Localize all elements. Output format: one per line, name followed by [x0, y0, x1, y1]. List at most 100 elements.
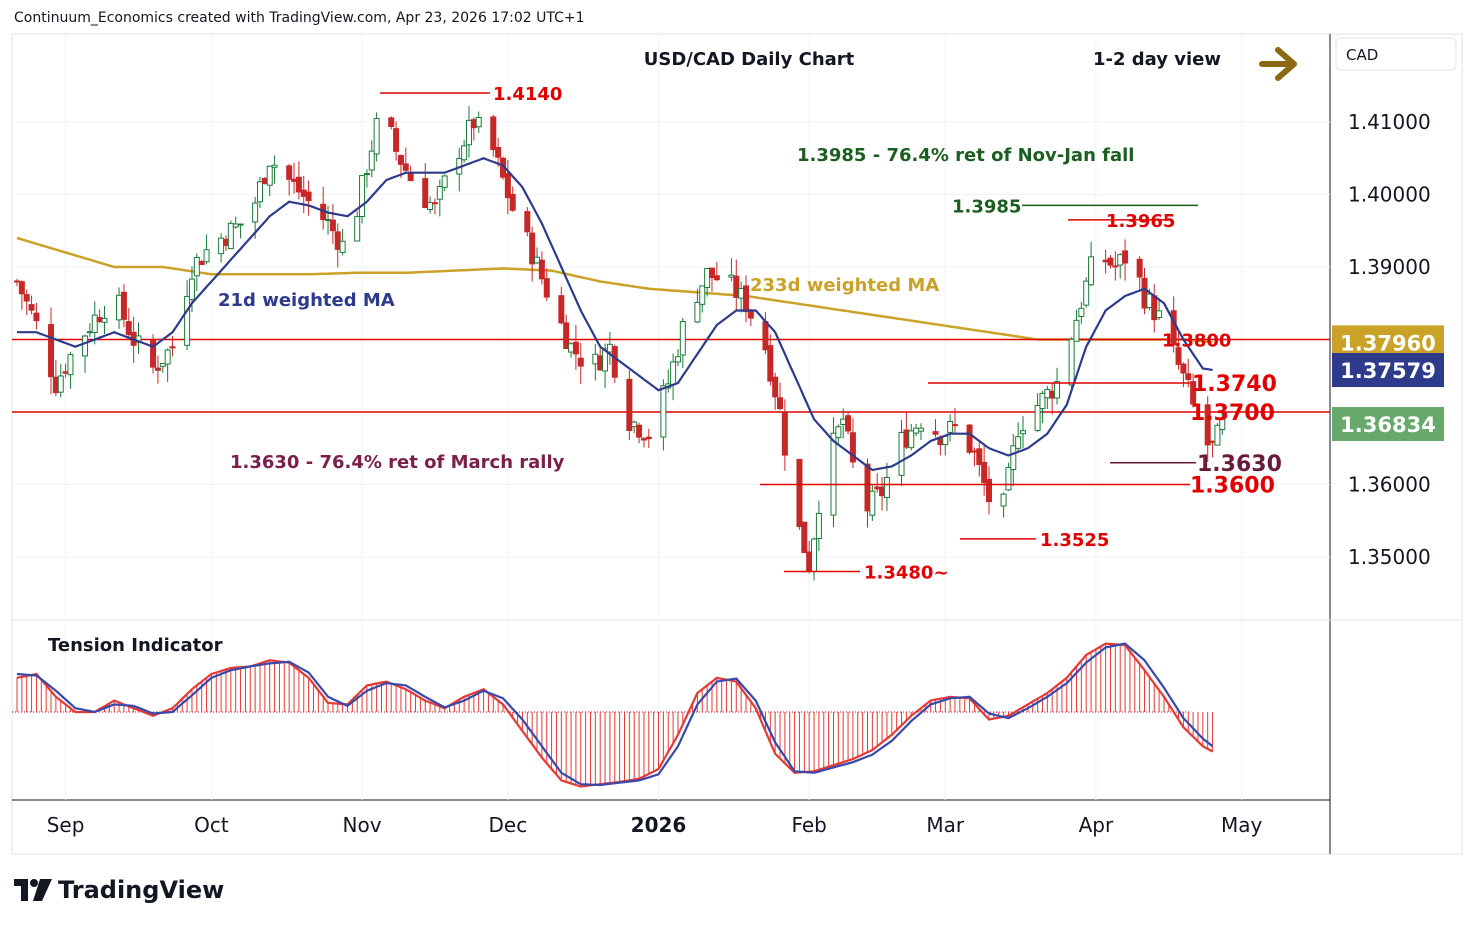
- candle-body: [840, 418, 847, 425]
- candle-body: [329, 219, 336, 232]
- candle-body: [1020, 430, 1027, 435]
- candle-body: [1190, 381, 1197, 405]
- candle-body: [271, 164, 278, 168]
- candle-body: [198, 261, 205, 266]
- candle-body: [325, 219, 332, 222]
- candle-body: [504, 173, 511, 199]
- candle-body: [708, 267, 715, 279]
- arrow-right-icon: [1259, 47, 1297, 81]
- candle-body: [772, 376, 779, 398]
- candle-body: [947, 420, 954, 433]
- candle-body: [801, 521, 808, 554]
- annotation-label: 1.3965: [1106, 211, 1175, 232]
- candle-body: [1034, 404, 1041, 431]
- candle-body: [184, 295, 191, 346]
- candle-body: [747, 309, 754, 319]
- tension-title: Tension Indicator: [48, 635, 223, 656]
- currency-box[interactable]: [1335, 37, 1457, 71]
- candle-body: [86, 331, 93, 334]
- candle-body: [908, 430, 915, 449]
- candle-body: [62, 371, 69, 374]
- candle-body: [1068, 338, 1075, 386]
- candle-body: [903, 429, 910, 448]
- candle-body: [879, 486, 886, 497]
- y-tick-label: 1.36000: [1348, 473, 1431, 497]
- x-tick-label: Oct: [194, 813, 229, 837]
- candle-body: [164, 349, 171, 365]
- candle-body: [295, 176, 302, 193]
- candle-body: [781, 412, 788, 456]
- candle-body: [874, 486, 881, 490]
- candle-body: [1078, 307, 1085, 317]
- candle-body: [286, 165, 293, 180]
- candle-body: [169, 346, 176, 349]
- candle-body: [534, 256, 541, 264]
- candle-body: [1141, 277, 1148, 309]
- x-tick-label: Mar: [926, 813, 965, 837]
- annotation-label: 21d weighted MA: [218, 290, 395, 311]
- candle-body: [738, 287, 745, 299]
- candle-body: [543, 278, 550, 298]
- candle-body: [305, 191, 312, 202]
- candle-body: [407, 172, 414, 182]
- candle-body: [1185, 373, 1192, 380]
- candle-body: [1180, 363, 1187, 374]
- candle-body: [1054, 381, 1061, 399]
- candle-body: [237, 223, 244, 226]
- price-badge: [1332, 407, 1444, 442]
- candle-body: [640, 438, 647, 441]
- ma233-line: [16, 236, 1213, 344]
- candle-body: [670, 361, 677, 385]
- candle-body: [461, 145, 468, 161]
- candle-body: [1151, 295, 1158, 321]
- annotation-label: 1.3600: [1190, 474, 1275, 499]
- candle-body: [767, 345, 774, 382]
- candle-body: [422, 178, 429, 209]
- candle-body: [67, 354, 74, 376]
- candle-body: [116, 294, 123, 321]
- candle-body: [465, 119, 472, 146]
- candle-body: [626, 378, 633, 431]
- candle-body: [1073, 319, 1080, 342]
- candle-body: [981, 461, 988, 484]
- candle-body: [490, 116, 497, 151]
- candle-body: [951, 424, 958, 427]
- candle-body: [815, 512, 822, 540]
- candle-body: [222, 238, 229, 246]
- candle-body: [1102, 259, 1109, 263]
- x-tick-label: Nov: [343, 813, 382, 837]
- candle-body: [713, 275, 720, 281]
- candle-body: [645, 436, 652, 440]
- candle-body: [1209, 440, 1216, 443]
- chart-frame: [11, 33, 1463, 855]
- brand-name: TradingView: [58, 876, 225, 904]
- candle-body: [159, 363, 166, 367]
- candle-body: [261, 177, 268, 184]
- candle-body: [1214, 424, 1221, 446]
- ma233-path: [16, 236, 1213, 344]
- candle-body: [699, 285, 706, 305]
- candle-body: [743, 285, 749, 313]
- tension-signal-line: [16, 642, 1214, 787]
- candle-body: [558, 295, 565, 324]
- candle-body: [431, 202, 438, 205]
- level-label: 1.3800: [1162, 331, 1231, 352]
- candle-body: [154, 367, 161, 371]
- candle-body: [1015, 436, 1022, 449]
- candle-body: [845, 415, 852, 432]
- chart-header: Continuum_Economics created with Trading…: [14, 10, 585, 26]
- candle-body: [806, 551, 813, 572]
- candle-body: [52, 376, 59, 394]
- candle-body: [1088, 256, 1095, 286]
- candle-body: [1000, 493, 1007, 507]
- candle-body: [1107, 257, 1114, 266]
- candle-body: [849, 432, 856, 463]
- candle-body: [1010, 445, 1017, 470]
- candle-body: [470, 119, 477, 129]
- tradingview-logo[interactable]: TradingView: [14, 876, 224, 904]
- candle-body: [733, 275, 740, 298]
- price-badge-label: 1.37579: [1340, 359, 1436, 383]
- candle-body: [577, 357, 584, 367]
